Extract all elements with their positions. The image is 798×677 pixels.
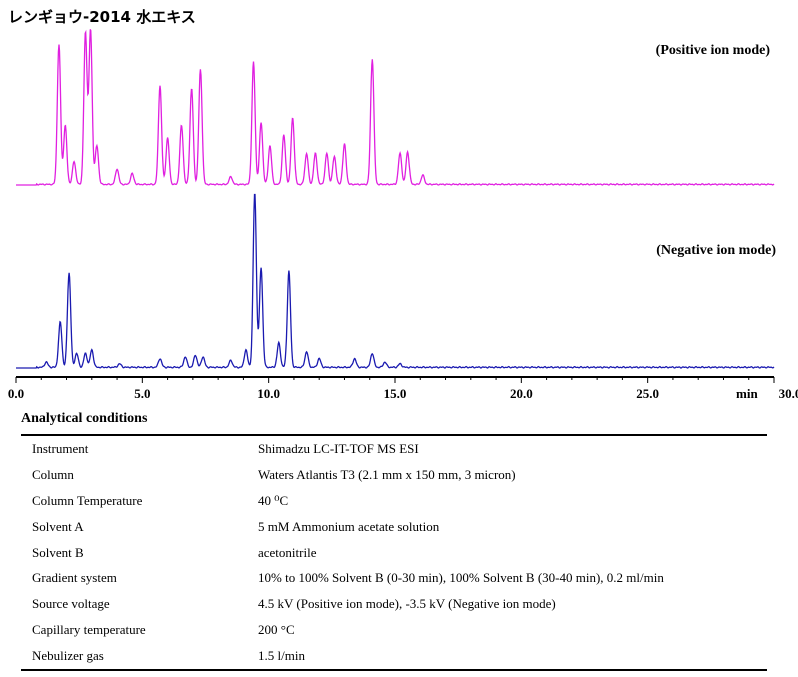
conditions-row: Instrument Shimadzu LC-IT-TOF MS ESI (21, 435, 767, 462)
condition-label: Solvent B (32, 544, 84, 560)
x-tick-label: 10.0 (257, 386, 280, 401)
x-tick-label: 20.0 (510, 386, 533, 401)
condition-value: 10% to 100% Solvent B (0-30 min), 100% S… (258, 570, 664, 586)
conditions-row: Solvent A 5 mM Ammonium acetate solution (21, 514, 767, 540)
x-axis-unit-label: min (736, 386, 758, 401)
condition-value: 5 mM Ammonium acetate solution (258, 518, 440, 534)
condition-value: 4.5 kV (Positive ion mode), -3.5 kV (Neg… (258, 596, 556, 612)
positive-mode-label: (Positive ion mode) (656, 43, 771, 58)
condition-label: Source voltage (32, 596, 110, 612)
condition-value: 40 ⁰C (258, 492, 289, 508)
conditions-row: Capillary temperature 200 °C (21, 617, 767, 643)
x-tick-label: 30.0 (779, 386, 798, 401)
x-tick-label: 5.0 (134, 386, 150, 401)
negative-mode-label: (Negative ion mode) (656, 243, 776, 258)
positive-ion-trace (16, 29, 775, 186)
condition-label: Column Temperature (32, 492, 143, 508)
chromatogram-chart: (Positive ion mode) (Negative ion mode) … (8, 29, 798, 401)
conditions-row: Solvent B acetonitrile (21, 540, 767, 566)
condition-value: 200 °C (258, 622, 295, 638)
condition-label: Solvent A (32, 518, 84, 534)
negative-ion-trace (16, 193, 775, 369)
conditions-row: Nebulizer gas 1.5 l/min (21, 643, 767, 670)
x-tick-label: 15.0 (384, 386, 407, 401)
x-axis-ticks: 0.0 5.0 10.0 15.0 20.0 25.0 30.0 (8, 377, 798, 401)
condition-value: Shimadzu LC-IT-TOF MS ESI (258, 440, 419, 456)
condition-label: Column (32, 466, 74, 482)
condition-label: Instrument (32, 440, 89, 456)
condition-label: Capillary temperature (32, 622, 146, 638)
conditions-title: Analytical conditions (21, 411, 148, 426)
x-tick-label: 25.0 (636, 386, 659, 401)
page-title: レンギョウ-2014 水エキス (8, 8, 196, 26)
conditions-row: Gradient system 10% to 100% Solvent B (0-… (21, 565, 767, 591)
condition-value: 1.5 l/min (258, 648, 305, 664)
conditions-row: Source voltage 4.5 kV (Positive ion mode)… (21, 591, 767, 617)
conditions-table: Instrument Shimadzu LC-IT-TOF MS ESI Colum… (21, 434, 767, 672)
condition-value: Waters Atlantis T3 (2.1 mm x 150 mm, 3 m… (258, 466, 516, 482)
condition-value: acetonitrile (258, 544, 317, 560)
x-tick-label: 0.0 (8, 386, 24, 401)
condition-label: Gradient system (32, 570, 117, 586)
conditions-row: Column Waters Atlantis T3 (2.1 mm x 150 m… (21, 462, 767, 488)
conditions-row: Column Temperature 40 ⁰C (21, 488, 767, 514)
condition-label: Nebulizer gas (32, 648, 104, 664)
